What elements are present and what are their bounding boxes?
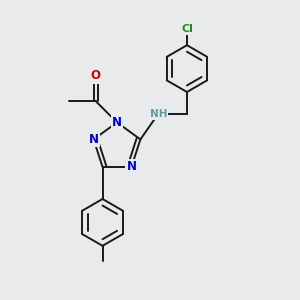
Text: O: O (91, 69, 101, 82)
Text: NH: NH (150, 109, 167, 118)
Text: N: N (88, 133, 99, 146)
Text: N: N (127, 160, 136, 173)
Text: Cl: Cl (181, 24, 193, 34)
Text: N: N (112, 116, 122, 129)
